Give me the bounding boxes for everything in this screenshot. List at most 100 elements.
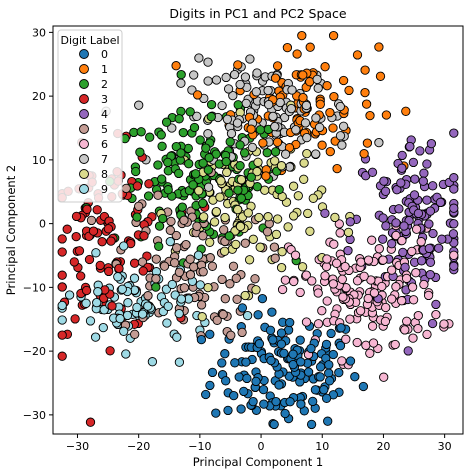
data-point-digit-0 xyxy=(196,334,207,345)
data-point-digit-8 xyxy=(308,193,318,203)
data-point-digit-1 xyxy=(297,30,307,41)
data-point-digit-8 xyxy=(219,246,230,256)
data-point-digit-6 xyxy=(380,316,391,327)
data-point-digit-5 xyxy=(179,283,190,293)
data-point-digit-8 xyxy=(288,211,299,221)
data-point-digit-6 xyxy=(419,279,429,290)
data-point-digit-2 xyxy=(157,174,167,184)
chart-title: Digits in PC1 and PC2 Space xyxy=(169,6,347,21)
data-point-digit-4 xyxy=(437,234,447,244)
data-point-digit-9 xyxy=(121,349,131,359)
y-tick-label: −10 xyxy=(23,281,46,294)
y-tick-label: −20 xyxy=(23,345,46,358)
data-point-digit-5 xyxy=(159,261,170,271)
data-point-digit-2 xyxy=(143,191,154,201)
data-point-digit-5 xyxy=(218,309,228,320)
data-point-digit-2 xyxy=(176,69,186,80)
data-point-digit-5 xyxy=(217,274,227,285)
data-point-digit-4 xyxy=(380,186,391,196)
data-point-digit-5 xyxy=(181,239,191,250)
data-point-digit-8 xyxy=(216,176,226,186)
data-point-digit-4 xyxy=(419,168,429,178)
data-point-digit-7 xyxy=(312,74,322,85)
data-point-digit-4 xyxy=(449,203,459,213)
legend-label-1: 1 xyxy=(101,63,108,76)
data-point-digit-2 xyxy=(154,241,164,251)
data-point-digit-1 xyxy=(329,91,339,102)
data-point-digit-1 xyxy=(361,99,372,109)
data-point-digit-6 xyxy=(340,261,350,272)
data-point-digit-6 xyxy=(337,356,347,366)
data-point-digit-5 xyxy=(179,215,189,225)
data-point-digit-6 xyxy=(356,257,366,267)
points-layer xyxy=(57,30,459,430)
data-point-digit-2 xyxy=(201,143,211,153)
data-point-digit-5 xyxy=(134,201,144,211)
data-point-digit-2 xyxy=(157,141,167,151)
legend-label-9: 9 xyxy=(101,183,108,196)
data-point-digit-3 xyxy=(81,285,92,296)
data-point-digit-1 xyxy=(282,42,293,53)
data-point-digit-9 xyxy=(117,284,127,294)
data-point-digit-8 xyxy=(303,208,313,219)
data-point-digit-8 xyxy=(343,227,354,238)
data-point-digit-8 xyxy=(215,192,225,202)
data-point-digit-6 xyxy=(413,310,423,321)
data-point-digit-0 xyxy=(315,362,326,372)
data-point-digit-1 xyxy=(246,124,256,134)
data-point-digit-8 xyxy=(293,191,303,201)
data-point-digit-3 xyxy=(62,224,72,234)
data-point-digit-2 xyxy=(171,141,181,152)
data-point-digit-3 xyxy=(138,266,148,276)
data-point-digit-8 xyxy=(299,174,309,184)
data-point-digit-4 xyxy=(345,217,355,227)
legend-marker-5 xyxy=(79,124,89,134)
y-tick-label: 10 xyxy=(32,154,46,167)
data-point-digit-2 xyxy=(156,130,166,140)
data-point-digit-5 xyxy=(196,300,207,310)
data-point-digit-6 xyxy=(331,258,342,268)
data-point-digit-7 xyxy=(301,100,312,111)
data-point-digit-7 xyxy=(335,101,345,112)
data-point-digit-8 xyxy=(270,156,280,166)
data-point-digit-6 xyxy=(290,250,301,260)
data-point-digit-3 xyxy=(76,271,86,281)
data-point-digit-8 xyxy=(271,229,282,240)
y-tick-label: −30 xyxy=(23,409,46,422)
data-point-digit-8 xyxy=(277,247,287,257)
data-point-digit-9 xyxy=(93,287,103,297)
data-point-digit-8 xyxy=(243,208,253,218)
data-point-digit-7 xyxy=(167,123,177,133)
data-point-digit-7 xyxy=(279,112,290,123)
data-point-digit-9 xyxy=(129,273,140,283)
data-point-digit-2 xyxy=(158,213,168,224)
data-point-digit-5 xyxy=(165,225,175,235)
data-point-digit-0 xyxy=(276,339,287,349)
data-point-digit-2 xyxy=(224,188,234,198)
data-point-digit-6 xyxy=(411,224,422,234)
data-point-digit-8 xyxy=(263,212,273,222)
data-point-digit-1 xyxy=(261,171,271,181)
data-point-digit-6 xyxy=(378,255,388,265)
data-point-digit-7 xyxy=(264,99,274,110)
data-point-digit-0 xyxy=(242,373,252,384)
data-point-digit-0 xyxy=(306,343,316,354)
plot-frame xyxy=(52,25,464,435)
data-point-digit-3 xyxy=(71,211,82,222)
data-point-digit-0 xyxy=(296,399,306,409)
data-point-digit-7 xyxy=(247,142,258,153)
data-point-digit-9 xyxy=(143,301,153,311)
data-point-digit-4 xyxy=(435,197,446,208)
data-point-digit-3 xyxy=(57,270,67,280)
y-axis-label: Principal Component 2 xyxy=(4,165,18,295)
data-point-digit-2 xyxy=(163,185,173,195)
data-point-digit-3 xyxy=(144,179,154,189)
data-point-digit-8 xyxy=(255,242,265,252)
data-point-digit-9 xyxy=(167,279,177,290)
data-point-digit-2 xyxy=(174,114,184,124)
data-point-digit-4 xyxy=(418,176,428,186)
data-point-digit-6 xyxy=(280,275,291,285)
data-point-digit-6 xyxy=(313,319,324,329)
data-point-digit-9 xyxy=(123,298,133,308)
